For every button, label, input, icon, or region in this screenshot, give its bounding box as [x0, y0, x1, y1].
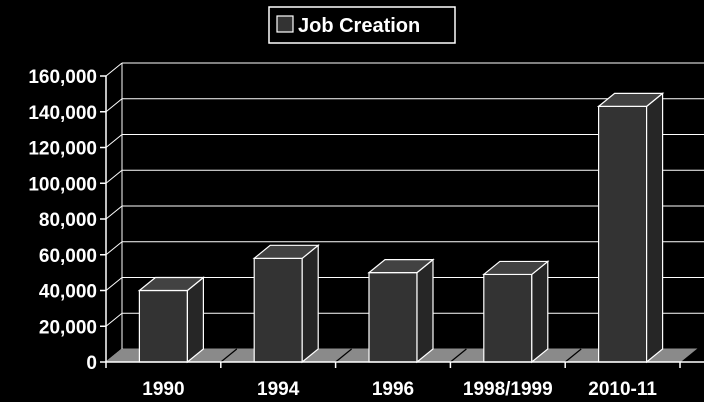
y-tick-label: 60,000 [39, 246, 97, 267]
legend-box [268, 6, 456, 44]
bar-top [596, 92, 665, 107]
bar-side [301, 244, 319, 364]
bar [596, 92, 665, 364]
gridline-depth [105, 62, 123, 77]
x-tick-labels: 1990 1994 1996 1998/1999 2010-11 [142, 379, 657, 400]
y-tick-label: 20,000 [39, 317, 97, 338]
bar-top [482, 260, 550, 276]
bar [367, 258, 435, 364]
x-tick-label: 2010-11 [588, 379, 657, 400]
y-tick-label: 160,000 [28, 67, 97, 88]
bar-side [645, 92, 664, 364]
bar [482, 260, 550, 364]
x-tick-label: 1990 [142, 379, 184, 400]
y-tick-label: 40,000 [39, 282, 97, 303]
gridline-depth [105, 241, 123, 256]
gridline-depth [105, 312, 123, 327]
x-tick-label: 1998/1999 [463, 379, 553, 400]
bar-top [137, 276, 206, 292]
bar-side [531, 260, 549, 364]
floor-divider [335, 348, 352, 363]
y-tick-label: 100,000 [28, 174, 97, 195]
y-tick-label: 0 [86, 353, 97, 374]
bar-front [368, 272, 418, 363]
floor-divider [450, 348, 467, 363]
gridline-depth [105, 98, 123, 113]
bar-front [483, 273, 533, 363]
bar-front [253, 257, 303, 363]
bar-top [367, 259, 435, 274]
bar [137, 276, 206, 364]
legend-swatch [276, 15, 294, 33]
y-tick-label: 140,000 [28, 103, 97, 124]
gridline-depth [105, 277, 123, 291]
x-tick-label: 1996 [372, 379, 414, 400]
gridline-depth [105, 134, 123, 148]
bars [137, 92, 665, 364]
floor-divider [220, 348, 238, 363]
axes [100, 63, 704, 368]
floor-divider [564, 348, 582, 363]
bar [252, 244, 320, 364]
bar-side [416, 258, 434, 364]
y-tick-label: 120,000 [28, 139, 97, 160]
y-tick-labels: 0 20,000 40,000 60,000 80,000 100,000 120,000 1… [28, 67, 97, 374]
bar-front [138, 289, 188, 363]
bar-front [597, 105, 648, 363]
x-tick-label: 1994 [257, 379, 300, 400]
y-tick-label: 80,000 [39, 210, 97, 231]
gridline-depth [105, 205, 123, 220]
gridline-depth [105, 169, 123, 184]
bar-side [186, 276, 204, 364]
legend: Job Creation [268, 6, 456, 44]
bar-top [252, 244, 320, 259]
legend-label: Job Creation [298, 15, 420, 37]
